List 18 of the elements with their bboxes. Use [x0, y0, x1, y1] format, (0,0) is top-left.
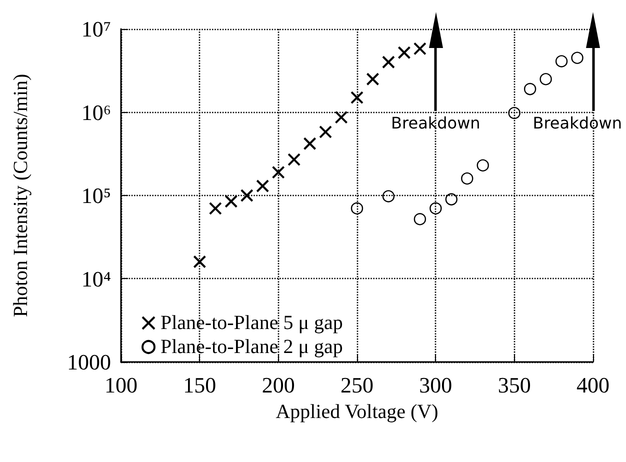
y-tick-label: 10⁵ [81, 183, 111, 208]
y-tick-label: 10⁴ [81, 266, 112, 292]
x-tick-label: 100 [104, 372, 138, 398]
x-axis-title: Applied Voltage (V) [276, 401, 438, 423]
legend-label: Plane-to-Plane 2 μ gap [160, 336, 343, 358]
y-axis-title: Photon Intensity (Counts/min) [10, 74, 32, 318]
x-tick-label: 400 [576, 372, 610, 398]
x-tick-label: 200 [262, 372, 295, 398]
x-tick-label: 300 [419, 372, 452, 398]
x-tick-label: 350 [498, 372, 531, 398]
y-tick-label: 1000 [67, 350, 111, 374]
ref-line-label: Breakdown [532, 114, 622, 132]
legend-label: Plane-to-Plane 5 μ gap [160, 312, 343, 334]
y-tick-label: 10⁷ [81, 16, 111, 42]
x-tick-label: 150 [183, 372, 216, 398]
y-tick-label: 10⁶ [81, 100, 111, 125]
x-tick-label: 250 [340, 372, 374, 398]
ref-line-label: Breakdown [391, 114, 480, 132]
